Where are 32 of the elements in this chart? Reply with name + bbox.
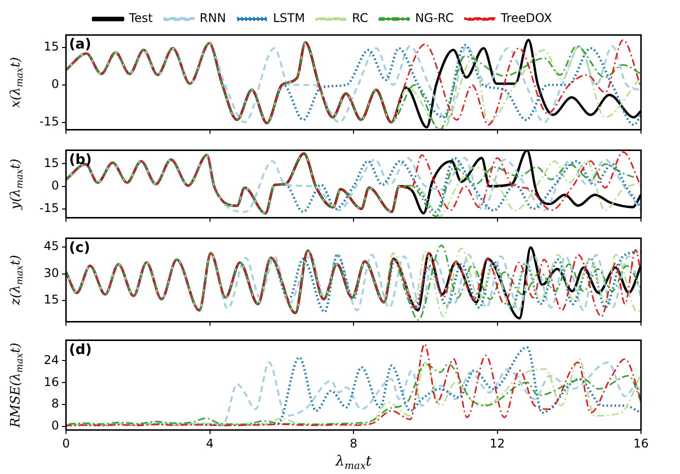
legend-label: RNN xyxy=(200,11,226,26)
legend-label: LSTM xyxy=(272,11,305,26)
x-tick-label: 0 xyxy=(62,436,70,450)
y-tick-label: 8 xyxy=(51,396,59,411)
annotation: (b) xyxy=(69,152,92,168)
x-tick-label: 8 xyxy=(350,436,358,450)
y-tick-label: 30 xyxy=(44,266,59,280)
y-tick-label: 0 xyxy=(51,418,59,433)
legend-label: Test xyxy=(128,11,153,26)
legend-label: RC xyxy=(352,11,368,26)
annotation: (c) xyxy=(69,240,90,256)
x-tick-label: 16 xyxy=(633,436,649,450)
y-tick-label: 15 xyxy=(44,40,59,54)
annotation: (a) xyxy=(69,36,92,53)
legend-label: NG-RC xyxy=(415,11,454,26)
legend-label: TreeDOX xyxy=(500,11,552,26)
y-tick-label: -15 xyxy=(39,114,59,128)
x-tick-label: 4 xyxy=(206,436,214,450)
y-tick-label: 0 xyxy=(51,77,59,92)
x-tick-label: 12 xyxy=(490,436,505,450)
annotation: (d) xyxy=(69,342,92,358)
y-tick-label: 45 xyxy=(44,239,59,254)
y-tick-label: 0 xyxy=(51,178,59,192)
y-tick-label: 16 xyxy=(44,374,59,389)
y-axis-title: z(λmaxt) xyxy=(8,254,26,306)
y-tick-label: 15 xyxy=(44,292,59,307)
y-tick-label: -15 xyxy=(39,200,59,215)
y-axis-title: y(λmaxt) xyxy=(8,158,26,210)
y-axis-title: x(λmaxt) xyxy=(8,57,26,108)
y-tick-label: 15 xyxy=(44,156,59,170)
y-axis-title: RMSE(λmaxt) xyxy=(8,342,26,428)
y-tick-label: 24 xyxy=(44,352,59,367)
